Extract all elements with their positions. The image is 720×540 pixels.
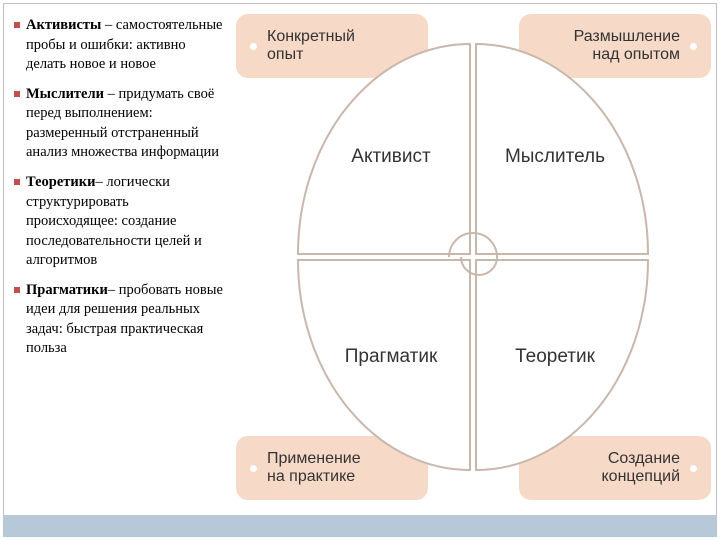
bullet-title: Мыслители bbox=[26, 86, 104, 102]
diagram-svg: Активист Мыслитель Прагматик Теоретик bbox=[236, 14, 711, 500]
footer-band bbox=[3, 515, 717, 537]
bullet-list: Активисты – самостоятельные пробы и ошиб… bbox=[14, 16, 224, 369]
kolb-diagram: Конкретныйопыт Размышлениенад опытом При… bbox=[236, 14, 711, 500]
bullet-item: Мыслители – придумать своё перед выполне… bbox=[14, 85, 224, 163]
bullet-title: Прагматики bbox=[26, 282, 108, 298]
svg-text:Прагматик: Прагматик bbox=[345, 346, 438, 367]
bullet-item: Прагматики– пробовать новые идеи для реш… bbox=[14, 281, 224, 359]
page: Активисты – самостоятельные пробы и ошиб… bbox=[0, 0, 720, 540]
bullet-item: Активисты – самостоятельные пробы и ошиб… bbox=[14, 16, 224, 75]
bullet-title: Активисты bbox=[26, 17, 101, 33]
bullet-title: Теоретики bbox=[26, 174, 96, 190]
svg-text:Активист: Активист bbox=[351, 146, 431, 167]
svg-text:Мыслитель: Мыслитель bbox=[505, 146, 605, 167]
svg-text:Теоретик: Теоретик bbox=[515, 346, 595, 367]
bullet-item: Теоретики– логически структурировать про… bbox=[14, 173, 224, 271]
